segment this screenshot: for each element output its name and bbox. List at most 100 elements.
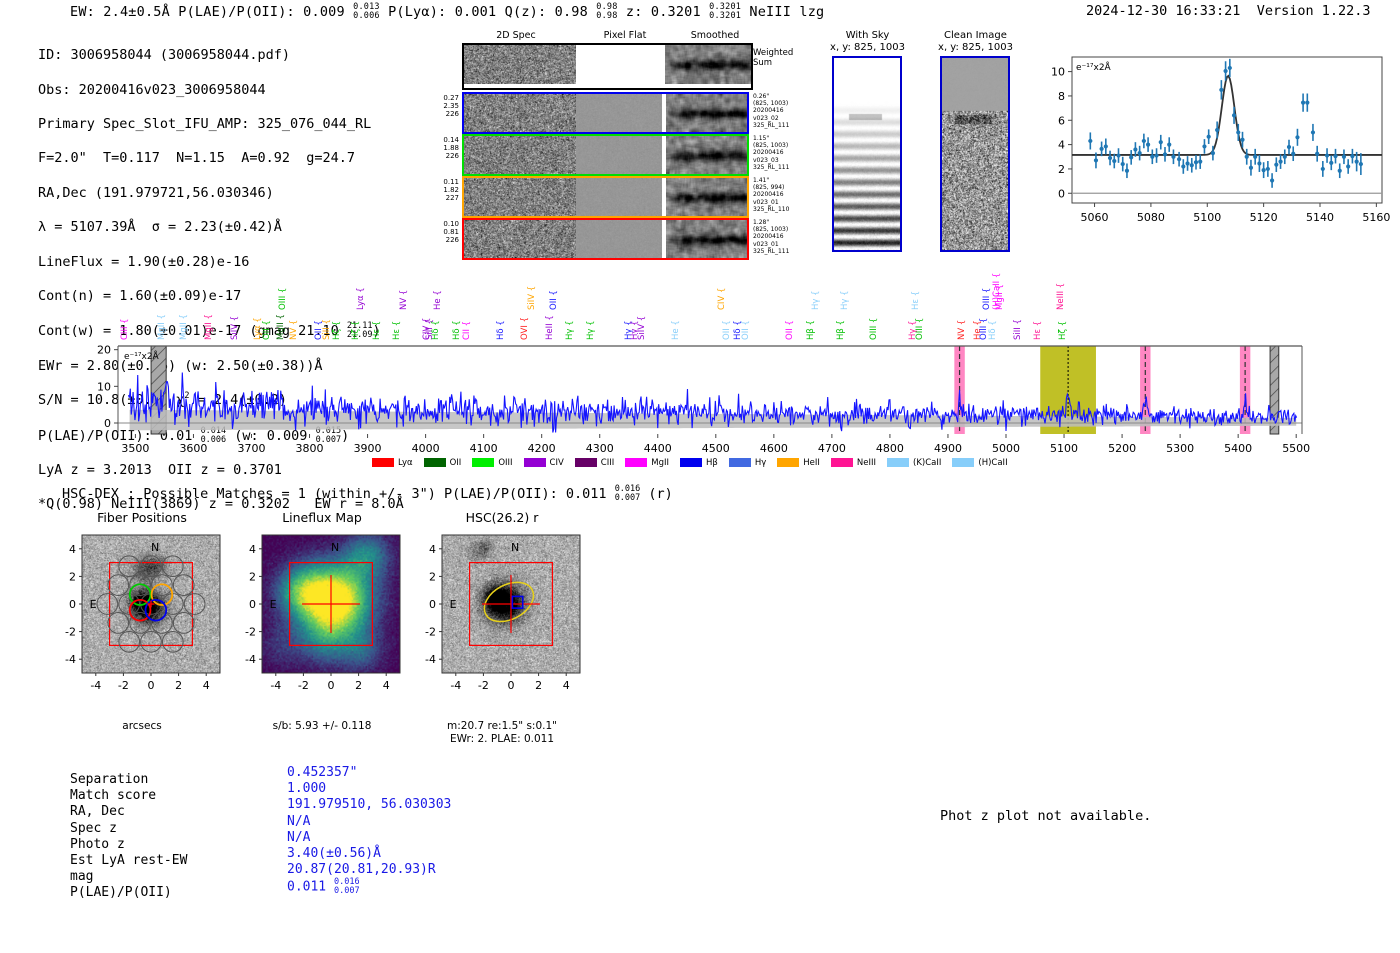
legend-item: Hβ xyxy=(680,458,718,468)
cutout-clean-image-canvas xyxy=(940,56,1010,252)
fiber-left-label: 226 xyxy=(445,236,459,244)
source-info-block: ID: 3006958044 (3006958044.pdf) Obs: 202… xyxy=(38,30,404,531)
emission-line-label: Hε { xyxy=(1032,320,1043,340)
fiber-row-left-labels: 0.10 0.81 226 xyxy=(435,220,459,244)
fiber-right-label: 0.26" xyxy=(753,93,770,100)
svg-text:3900: 3900 xyxy=(354,442,382,455)
col-title-smoothed: Smoothed xyxy=(690,30,740,41)
svg-text:-4: -4 xyxy=(425,653,436,666)
fiber-row xyxy=(462,176,749,218)
svg-text:2: 2 xyxy=(175,679,182,692)
emission-line-label: OII { xyxy=(549,290,560,310)
emission-line-label: OII { xyxy=(740,320,751,340)
emission-line-label: Hγ { xyxy=(586,320,597,340)
panel-hsc-r: HSC(26.2) r -4 -4 -2 -2 0 0 2 2 4 4 N E m:20.7 re:1… xyxy=(412,510,592,746)
fiber-left-label: 226 xyxy=(445,110,459,118)
weighted-sum-row xyxy=(462,43,753,90)
emission-line-zoom-plot: 0 2 4 6 8 10 5060 5080 5100 5120 5140 5160 e⁻¹⁷x2Å xyxy=(1030,45,1390,255)
svg-text:-2: -2 xyxy=(298,679,309,692)
emission-line-label: Hδ { xyxy=(988,320,999,340)
svg-text:4: 4 xyxy=(563,679,570,692)
info-line-lineflux: LineFlux = 1.90(±0.28)e-16 xyxy=(38,253,250,270)
z-frac: 0.3201 0.3201 xyxy=(709,3,741,21)
emission-line-label: OIII { xyxy=(868,317,879,340)
svg-text:4300: 4300 xyxy=(586,442,614,455)
fiber-row xyxy=(462,218,749,260)
fiber-right-label: 325_RL_111 xyxy=(753,121,790,129)
fiber-right-label: (825, 1003) xyxy=(753,142,789,150)
match-table-key: Match score xyxy=(70,788,157,804)
panel-fiber-caption: arcsecs xyxy=(122,720,162,732)
svg-text:2: 2 xyxy=(355,679,362,692)
svg-text:E: E xyxy=(90,598,97,611)
cutout-clean-image: Clean Image x, y: 825, 1003 xyxy=(928,30,1023,252)
column-separator xyxy=(662,220,666,258)
lineflux-map-svg: -4 -4 -2 -2 0 0 2 2 4 4 N E xyxy=(245,534,401,692)
fiber-right-label: 20200416 xyxy=(753,233,784,241)
col-title-2d-spec: 2D Spec xyxy=(496,30,536,41)
match-table-value: 1.000 xyxy=(287,781,327,797)
emission-line-label: SiII { xyxy=(321,319,332,340)
gmag-lo: 21.09 xyxy=(346,330,373,341)
fiber-row-left-labels: 0.11 1.82 227 xyxy=(435,178,459,202)
emission-line-zoom-svg: 0 2 4 6 8 10 5060 5080 5100 5120 5140 5160 e⁻¹⁷x2Å xyxy=(1051,56,1390,224)
svg-text:5500: 5500 xyxy=(1282,442,1310,455)
fiber-row xyxy=(462,92,749,134)
svg-text:10: 10 xyxy=(1051,66,1065,79)
info-line-id: ID: 3006958044 (3006958044.pdf) xyxy=(38,47,290,64)
emission-line-label: Hε { xyxy=(911,290,922,310)
legend-label: Lyα xyxy=(398,457,413,468)
legend-swatch xyxy=(472,458,495,467)
fiber-left-label: 227 xyxy=(445,194,459,202)
match-plae-frac: 0.016 0.007 xyxy=(334,878,360,896)
fiber-left-label: 0.27 xyxy=(443,94,459,102)
svg-text:3500: 3500 xyxy=(121,442,149,455)
cutout-clean-title: Clean Image xyxy=(944,30,1007,41)
svg-text:0: 0 xyxy=(328,679,335,692)
legend-item: MgII xyxy=(625,458,669,468)
fiber-left-label: 0.10 xyxy=(443,220,459,228)
fiber-row-right-labels: 0.26" (825, 1003) 20200416 v023_02 325_RL_11… xyxy=(753,93,801,129)
match-table-key: mag xyxy=(70,869,94,885)
fiber-right-label: 325_RL_110 xyxy=(753,205,790,213)
version-label: Version 1.22.3 xyxy=(1256,3,1371,19)
legend-swatch xyxy=(423,458,446,467)
svg-text:5140: 5140 xyxy=(1306,211,1334,224)
legend-swatch xyxy=(830,458,853,467)
header-summary-mid2: z: 0.3201 xyxy=(617,4,710,20)
legend-swatch xyxy=(952,458,975,467)
emission-line-label: OIII { xyxy=(278,287,289,310)
match-table-value: N/A xyxy=(287,829,311,845)
svg-text:0: 0 xyxy=(104,417,111,430)
fiber-right-label: (825, 994) xyxy=(753,184,785,192)
legend-item: CIII xyxy=(574,457,615,468)
cutout-with-sky-title: With Sky xyxy=(845,30,890,41)
svg-text:3700: 3700 xyxy=(237,442,265,455)
fiber-left-label: 0.11 xyxy=(443,178,459,186)
emission-line-label: NV { xyxy=(289,319,300,340)
svg-text:-4: -4 xyxy=(270,679,281,692)
legend-label: CIII xyxy=(600,457,615,468)
match-table-key: Separation xyxy=(70,772,149,787)
legend-item: OIII xyxy=(472,458,513,468)
fiber-right-label: v023_03 xyxy=(753,156,779,164)
match-table-keys: Separation Match score RA, Dec Spec z Photo … xyxy=(70,772,187,902)
match-table-value: 191.979510, 56.030303 xyxy=(287,797,452,813)
plae-mid-text: (w: 0.009 xyxy=(226,427,316,444)
svg-text:4000: 4000 xyxy=(412,442,440,455)
legend-label: OII xyxy=(449,457,462,468)
svg-text:-4: -4 xyxy=(90,679,101,692)
legend-item: NeIII xyxy=(830,458,876,468)
svg-text:N: N xyxy=(511,541,519,554)
svg-text:N: N xyxy=(331,541,339,554)
svg-text:3600: 3600 xyxy=(179,442,207,455)
legend-item: Lyα xyxy=(372,458,413,468)
gmag-frac: 21.11 21.09 xyxy=(347,322,373,340)
match-table-key: P(LAE)/P(OII) xyxy=(70,885,172,901)
fiber-positions-svg: -4 -4 -2 -2 0 0 2 2 4 4 N E xyxy=(65,534,221,692)
panel-lineflux-map: Lineflux Map -4 -4 -2 -2 0 0 2 2 4 4 N E s/b: 5.93 … xyxy=(232,510,412,733)
emission-line-label: Hγ { xyxy=(839,290,850,310)
svg-text:-4: -4 xyxy=(65,653,76,666)
cutout-with-sky: With Sky x, y: 825, 1003 xyxy=(820,30,915,252)
svg-text:-2: -2 xyxy=(65,626,76,639)
